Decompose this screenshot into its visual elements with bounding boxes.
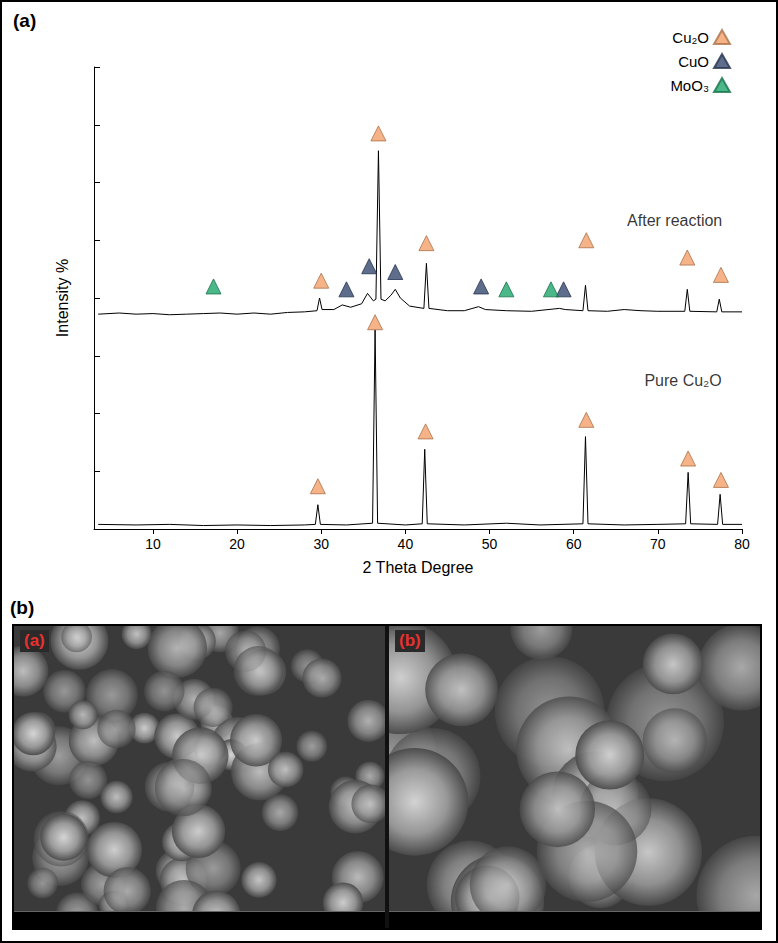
svg-text:2 Theta Degree: 2 Theta Degree: [363, 559, 474, 576]
svg-text:70: 70: [650, 536, 666, 552]
html-text:(b): (b): [10, 597, 35, 618]
html-text:(a): (a): [24, 631, 45, 650]
svg-text:Cu₂O: Cu₂O: [672, 29, 709, 46]
svg-text:After reaction: After reaction: [627, 212, 722, 229]
svg-text:80: 80: [734, 536, 750, 552]
svg-text:40: 40: [398, 536, 414, 552]
svg-text:CuO: CuO: [678, 53, 709, 70]
svg-text:50: 50: [482, 536, 498, 552]
svg-text:Pure Cu₂O: Pure Cu₂O: [644, 372, 721, 389]
svg-text:20: 20: [229, 536, 245, 552]
svg-text:30: 30: [313, 536, 329, 552]
svg-text:Intensity %: Intensity %: [54, 259, 71, 337]
svg-text:(a): (a): [13, 10, 36, 31]
svg-text:10: 10: [145, 536, 161, 552]
html-text:(b): (b): [399, 631, 421, 650]
svg-text:60: 60: [566, 536, 582, 552]
svg-text:MoO₃: MoO₃: [670, 77, 709, 94]
